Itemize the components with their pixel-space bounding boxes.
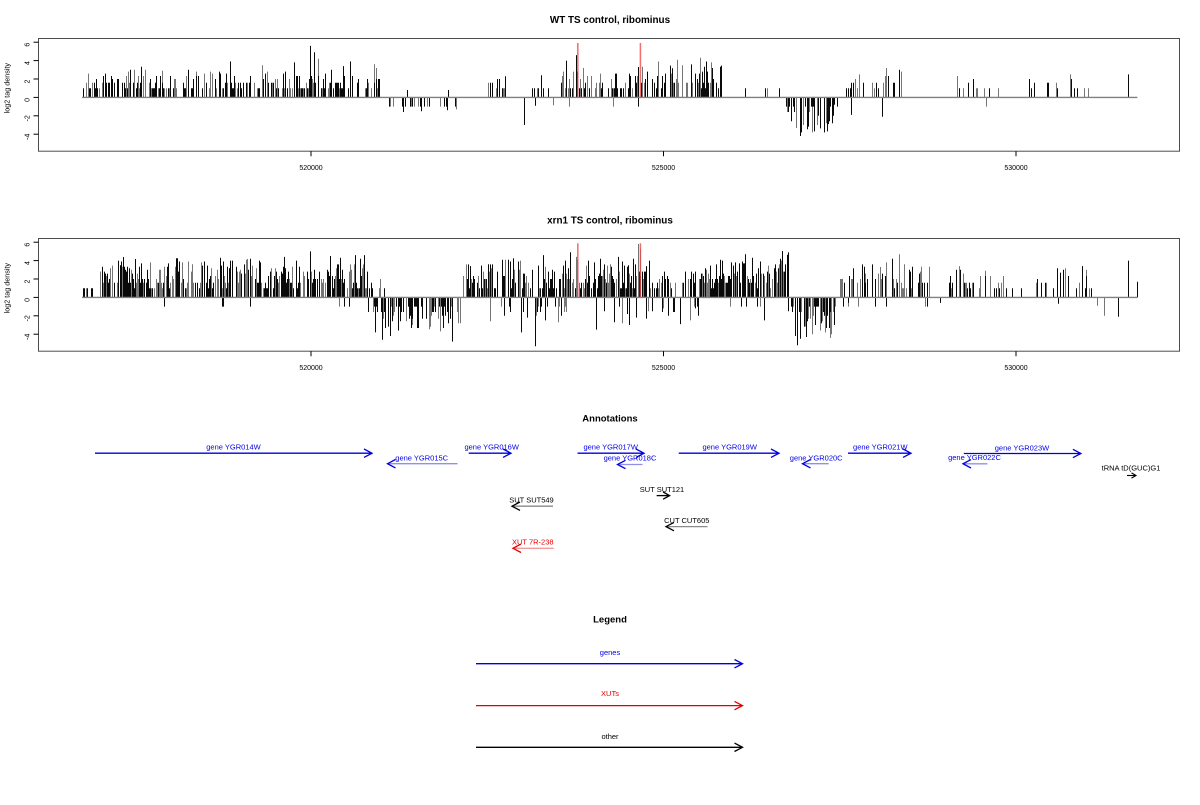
- svg-text:gene YGR015C: gene YGR015C: [395, 454, 448, 463]
- svg-text:gene YGR022C: gene YGR022C: [948, 453, 1001, 462]
- svg-text:gene YGR014W: gene YGR014W: [206, 443, 261, 452]
- svg-text:gene YGR023W: gene YGR023W: [995, 443, 1050, 452]
- svg-text:WT TS control, ribominus: WT TS control, ribominus: [550, 15, 671, 26]
- svg-text:Annotations: Annotations: [582, 414, 637, 425]
- svg-text:SUT SUT121: SUT SUT121: [640, 485, 684, 494]
- svg-text:2: 2: [25, 279, 32, 283]
- svg-text:-2: -2: [25, 315, 32, 321]
- svg-text:gene YGR021W: gene YGR021W: [853, 443, 908, 452]
- svg-text:Legend: Legend: [593, 615, 627, 626]
- svg-text:530000: 530000: [1004, 165, 1027, 172]
- svg-text:log2 tag density: log2 tag density: [3, 263, 12, 314]
- svg-text:gene YGR019W: gene YGR019W: [702, 443, 757, 452]
- svg-text:-2: -2: [25, 115, 32, 121]
- svg-text:gene YGR020C: gene YGR020C: [790, 454, 843, 463]
- svg-text:genes: genes: [600, 648, 621, 657]
- svg-text:tRNA tD(GUC)G1: tRNA tD(GUC)G1: [1102, 464, 1161, 473]
- svg-text:4: 4: [25, 61, 32, 65]
- svg-text:XUTs: XUTs: [601, 689, 619, 698]
- svg-text:SUT SUT549: SUT SUT549: [509, 496, 553, 505]
- svg-text:-4: -4: [25, 133, 32, 139]
- svg-text:525000: 525000: [652, 365, 675, 372]
- svg-text:xrn1 TS control, ribominus: xrn1 TS control, ribominus: [547, 215, 673, 226]
- svg-text:6: 6: [25, 43, 32, 47]
- svg-text:530000: 530000: [1004, 365, 1027, 372]
- svg-text:log2 tag density: log2 tag density: [3, 63, 12, 114]
- svg-text:4: 4: [25, 261, 32, 265]
- svg-text:gene YGR016W: gene YGR016W: [464, 443, 519, 452]
- svg-text:520000: 520000: [299, 165, 322, 172]
- svg-text:-4: -4: [25, 333, 32, 339]
- svg-text:6: 6: [25, 243, 32, 247]
- svg-text:0: 0: [25, 298, 32, 302]
- svg-text:other: other: [601, 732, 619, 741]
- svg-text:gene YGR017W: gene YGR017W: [583, 443, 638, 452]
- svg-text:0: 0: [25, 98, 32, 102]
- svg-text:XUT 7R-238: XUT 7R-238: [512, 538, 554, 547]
- svg-text:gene YGR018C: gene YGR018C: [604, 454, 657, 463]
- svg-text:CUT CUT605: CUT CUT605: [664, 516, 709, 525]
- svg-text:525000: 525000: [652, 165, 675, 172]
- svg-text:520000: 520000: [299, 365, 322, 372]
- svg-text:2: 2: [25, 79, 32, 83]
